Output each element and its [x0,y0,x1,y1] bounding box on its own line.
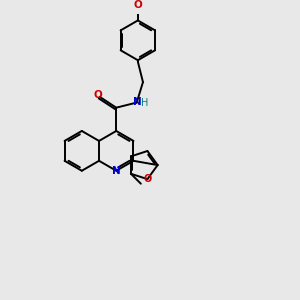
Text: O: O [134,0,142,10]
Text: N: N [133,97,141,107]
Text: O: O [143,174,152,184]
Text: O: O [94,90,103,100]
Text: N: N [112,166,121,176]
Text: H: H [141,98,148,108]
